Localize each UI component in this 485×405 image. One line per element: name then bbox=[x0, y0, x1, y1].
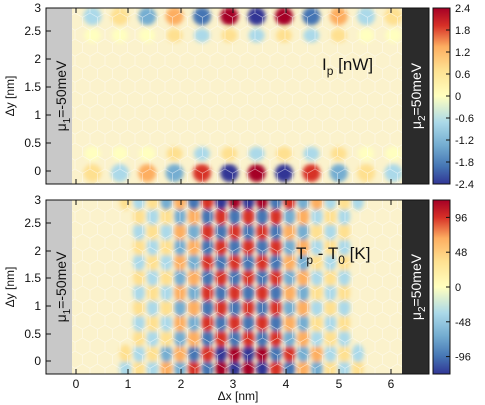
top-right-lead bbox=[402, 8, 429, 184]
colorbar-tick-label: 1.8 bbox=[455, 25, 470, 37]
top-left-lead bbox=[46, 8, 72, 184]
colorbar-tick-label: 0 bbox=[455, 282, 461, 294]
top-ylabel: Δy [nm] bbox=[3, 76, 17, 117]
y-tick-label: 0.5 bbox=[24, 136, 41, 150]
y-tick-label: 2.5 bbox=[24, 216, 41, 230]
y-tick-label: 1 bbox=[34, 299, 41, 313]
y-tick-label: 0.5 bbox=[24, 327, 41, 341]
y-tick-label: 2 bbox=[34, 52, 41, 66]
y-tick-label: 1.5 bbox=[24, 80, 41, 94]
bottom-xlabel: Δx [nm] bbox=[218, 389, 259, 403]
bottom-annotation: Tp - T0 [K] bbox=[296, 244, 370, 267]
bottom-colorbar-ticks: 96 48 0 -48 -96 bbox=[446, 212, 471, 364]
colorbar-tick-label: -48 bbox=[455, 317, 471, 329]
colorbar-tick-label: -1.8 bbox=[455, 157, 474, 169]
bottom-left-lead-label: μ1=-50meV bbox=[53, 251, 73, 322]
y-tick-label: 2 bbox=[34, 244, 41, 258]
y-tick-label: 3 bbox=[34, 193, 41, 207]
colorbar-tick-label: -96 bbox=[455, 352, 471, 364]
bottom-left-lead bbox=[46, 200, 72, 374]
colorbar-tick-label: -0.6 bbox=[455, 113, 474, 125]
x-tick-label: 5 bbox=[336, 377, 343, 391]
x-tick-label: 1 bbox=[125, 377, 132, 391]
top-panel: 00.511.522.53 Δy [nm] Ip [nW] μ1=-50meV … bbox=[3, 1, 474, 191]
bottom-y-ticks: 0 0.5 1 1.5 2 2.5 3 bbox=[24, 193, 51, 368]
bottom-panel: 0 1 2 3 4 5 6 0 0.5 1 1.5 2 2.5 3 Δy [nm] Δx [nm] Tp… bbox=[3, 193, 471, 403]
colorbar-tick-label: -1.2 bbox=[455, 135, 474, 147]
bottom-x-ticks: 0 1 2 3 4 5 6 bbox=[73, 200, 395, 391]
colorbar-tick-label: 96 bbox=[455, 212, 467, 224]
colorbar-tick-label: 0.6 bbox=[455, 69, 470, 81]
top-x-ticks bbox=[75, 8, 392, 184]
colorbar-tick-label: 48 bbox=[455, 247, 467, 259]
top-annotation: Ip [nW] bbox=[322, 55, 373, 78]
y-tick-label: 0 bbox=[34, 354, 41, 368]
y-tick-label: 0 bbox=[34, 164, 41, 178]
colorbar-tick-label: -2.4 bbox=[455, 179, 474, 191]
x-tick-label: 6 bbox=[388, 377, 395, 391]
y-tick-label: 1.5 bbox=[24, 271, 41, 285]
top-frame bbox=[45, 7, 430, 185]
top-y-ticks: 0 0.5 1 1.5 2 2.5 3 bbox=[24, 1, 51, 178]
top-colorbar-ticks: 2.4 1.8 1.2 0.6 0 -0.6 -1.2 -1.8 -2.4 bbox=[446, 3, 474, 191]
x-tick-label: 0 bbox=[73, 377, 80, 391]
top-left-lead-label: μ1=-50meV bbox=[53, 60, 73, 131]
top-right-lead-label: μ2=50meV bbox=[408, 62, 428, 129]
y-tick-label: 2.5 bbox=[24, 24, 41, 38]
bottom-ylabel: Δy [nm] bbox=[3, 267, 17, 308]
colorbar-tick-label: 1.2 bbox=[455, 47, 470, 59]
bottom-frame bbox=[45, 199, 430, 375]
bottom-right-lead-label: μ2=50meV bbox=[408, 253, 428, 320]
y-tick-label: 3 bbox=[34, 1, 41, 15]
bottom-right-lead bbox=[402, 200, 429, 374]
top-heatmap bbox=[46, 8, 429, 184]
colorbar-tick-label: 0 bbox=[455, 91, 461, 103]
colorbar-tick-label: 2.4 bbox=[455, 3, 470, 15]
x-tick-label: 4 bbox=[283, 377, 290, 391]
x-tick-label: 3 bbox=[230, 377, 237, 391]
top-lattice bbox=[46, 8, 429, 184]
y-tick-label: 1 bbox=[34, 108, 41, 122]
bottom-lattice bbox=[46, 200, 429, 374]
x-tick-label: 2 bbox=[178, 377, 185, 391]
bottom-heatmap bbox=[46, 200, 429, 374]
